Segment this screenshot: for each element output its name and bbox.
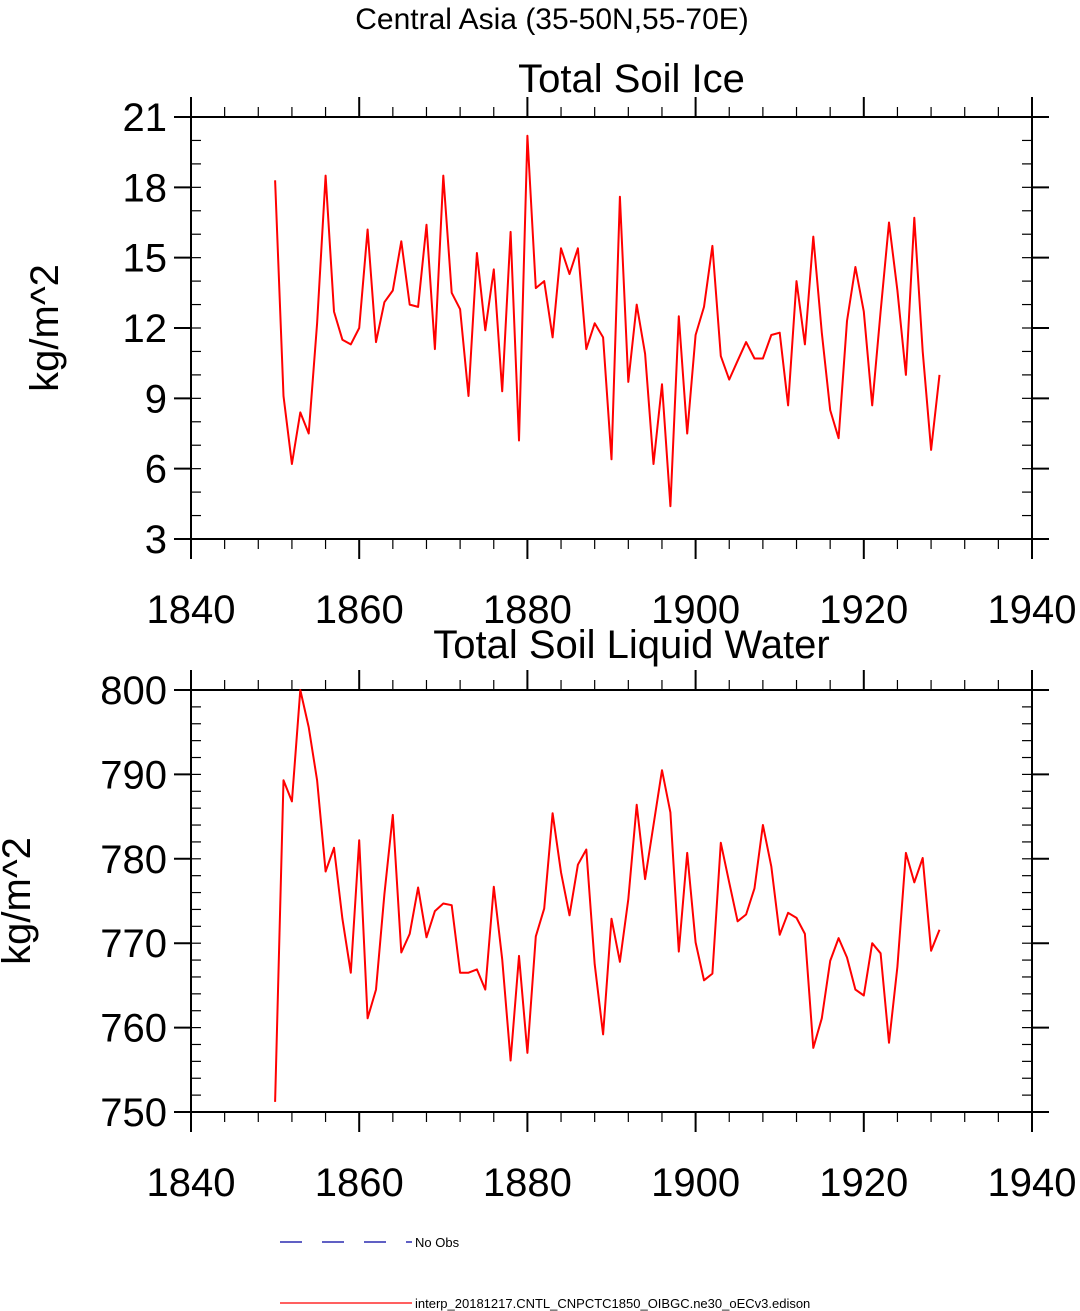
x-tick-label: 1920	[819, 588, 908, 632]
x-minor-ticks	[190, 680, 1033, 1122]
x-tick-label: 1900	[651, 1161, 740, 1205]
x-tick-label: 1880	[483, 588, 572, 632]
y-tick-label: 18	[123, 166, 168, 210]
y-tick-label: 780	[100, 838, 167, 882]
panel-title: Total Soil Liquid Water	[433, 623, 829, 667]
y-tick-label: 15	[123, 237, 168, 281]
x-ticks: 1840 1860 1880 1900 1920 1940	[147, 670, 1077, 1205]
y-tick-label: 21	[123, 96, 168, 140]
y-ticks: 3 6 9 12 15 18 21	[123, 96, 1049, 562]
y-tick-label: 770	[100, 922, 167, 966]
y-tick-label: 6	[145, 448, 167, 492]
y-tick-label: 3	[145, 518, 167, 562]
legend-item: interp_20181217.CNTL_CNPCTC1850_OIBGC.ne…	[280, 1296, 810, 1311]
x-tick-label: 1860	[315, 1161, 404, 1205]
y-tick-label: 9	[145, 377, 167, 421]
y-tick-label: 750	[100, 1091, 167, 1135]
y-tick-label: 760	[100, 1007, 167, 1051]
y-axis-label: kg/m^2	[23, 264, 67, 392]
panel-title: Total Soil Ice	[518, 57, 745, 101]
x-tick-label: 1940	[988, 588, 1077, 632]
y-axis-label: kg/m^2	[0, 837, 39, 965]
series-line	[274, 689, 941, 1102]
figure-title: Central Asia (35-50N,55-70E)	[355, 3, 749, 36]
y-tick-label: 12	[123, 307, 168, 351]
y-tick-label: 790	[100, 753, 167, 797]
legend: No Obs interp_20181217.CNTL_CNPCTC1850_OI…	[280, 1235, 810, 1311]
x-tick-label: 1860	[315, 588, 404, 632]
x-tick-label: 1840	[147, 588, 236, 632]
y-tick-label: 800	[100, 669, 167, 713]
series-line	[274, 134, 941, 508]
x-tick-label: 1900	[651, 588, 740, 632]
legend-item: No Obs	[280, 1235, 460, 1250]
x-tick-label: 1940	[988, 1161, 1077, 1205]
plot-frame	[190, 689, 1033, 1113]
x-ticks: 1840 1860 1880 1900 1920 1940	[147, 97, 1077, 632]
x-tick-label: 1840	[147, 1161, 236, 1205]
legend-label: interp_20181217.CNTL_CNPCTC1850_OIBGC.ne…	[415, 1296, 810, 1311]
x-tick-label: 1880	[483, 1161, 572, 1205]
x-tick-label: 1920	[819, 1161, 908, 1205]
y-ticks: 750 760 770 780 790 800	[100, 669, 1049, 1135]
y-minor-ticks	[191, 689, 1032, 1113]
y-minor-ticks	[191, 116, 1032, 540]
legend-label: No Obs	[415, 1235, 460, 1250]
chart-panel-2: Total Soil Liquid Water kg/m^2 750 760 770 78…	[0, 623, 1076, 1205]
